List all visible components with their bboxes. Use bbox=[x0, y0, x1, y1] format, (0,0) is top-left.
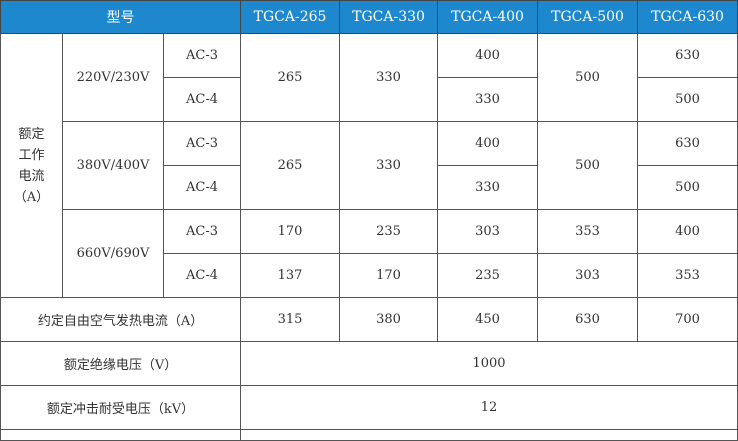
value-cell: 400 bbox=[437, 33, 539, 78]
table-row: 额定 工作 电流 （A） 220V/230V AC-3 265 330 400 500 630 bbox=[0, 33, 738, 298]
rated-current-label: 额定工作电流 （A） bbox=[0, 33, 63, 298]
insulation-voltage-value: 1000 bbox=[240, 341, 738, 386]
value-cell: 380 bbox=[339, 297, 439, 342]
table-row: 额定冲击耐受电压（kV） 12 bbox=[0, 385, 738, 430]
value-cell: 500 bbox=[637, 77, 738, 122]
table-row: 380V/400V AC-3 265 330 400 500 630 bbox=[1, 121, 738, 210]
table-row: AC-4 330 500 bbox=[1, 77, 738, 122]
value-cell: 330 bbox=[437, 77, 539, 122]
impulse-voltage-label: 额定冲击耐受电压（kV） bbox=[0, 385, 242, 430]
value-cell: 330 bbox=[437, 165, 539, 210]
value-cell: 235 bbox=[437, 253, 539, 298]
table-row: 约定自由空气发热电流（A） 315 380 450 630 700 bbox=[0, 297, 738, 342]
label-line: （A） bbox=[13, 189, 50, 205]
table-row: 660V/690V AC-3 170 235 303 353 400 bbox=[1, 209, 738, 298]
voltage-cell: 660V/690V bbox=[62, 209, 164, 298]
category-ac3: AC-3 bbox=[162, 121, 242, 166]
value-cell: 400 bbox=[637, 209, 738, 254]
table-row: AC-4 330 500 bbox=[1, 165, 738, 210]
value-cell: 265 bbox=[240, 121, 341, 210]
value-cell: 330 bbox=[339, 121, 439, 210]
category-ac3: AC-3 bbox=[162, 33, 242, 78]
model-col-header: TGCA-500 bbox=[537, 0, 639, 34]
empty-cell bbox=[0, 429, 242, 441]
empty-cell bbox=[240, 429, 738, 441]
label-line: 工作 bbox=[18, 147, 45, 163]
label-line: 额定 bbox=[18, 126, 45, 142]
value-cell: 630 bbox=[537, 297, 639, 342]
model-col-header: TGCA-265 bbox=[240, 0, 341, 34]
value-cell: 353 bbox=[637, 253, 738, 298]
value-cell: 353 bbox=[537, 209, 639, 254]
value-cell: 630 bbox=[637, 121, 738, 166]
table-row: AC-4 137 170 235 303 353 bbox=[1, 253, 738, 298]
value-cell: 500 bbox=[637, 165, 738, 210]
label-line: 电流 bbox=[18, 168, 45, 184]
model-col-header: TGCA-330 bbox=[339, 0, 439, 34]
value-cell: 400 bbox=[437, 121, 539, 166]
category-ac4: AC-4 bbox=[162, 77, 242, 122]
value-cell: 700 bbox=[637, 297, 738, 342]
value-cell: 450 bbox=[437, 297, 539, 342]
insulation-voltage-label: 额定绝缘电压（V） bbox=[0, 341, 242, 386]
voltage-cell: 220V/230V bbox=[62, 33, 164, 122]
value-cell: 500 bbox=[537, 33, 639, 122]
value-cell: 303 bbox=[437, 209, 539, 254]
value-cell: 235 bbox=[339, 209, 439, 254]
table-row: 额定绝缘电压（V） 1000 bbox=[0, 341, 738, 386]
value-cell: 137 bbox=[240, 253, 341, 298]
value-cell: 330 bbox=[339, 33, 439, 122]
impulse-voltage-value: 12 bbox=[240, 385, 738, 430]
value-cell: 500 bbox=[537, 121, 639, 210]
table-row bbox=[0, 429, 738, 441]
model-col-header: TGCA-400 bbox=[437, 0, 539, 34]
value-cell: 170 bbox=[240, 209, 341, 254]
category-ac4: AC-4 bbox=[162, 165, 242, 210]
category-ac4: AC-4 bbox=[162, 253, 242, 298]
value-cell: 303 bbox=[537, 253, 639, 298]
header-row: 型号 TGCA-265 TGCA-330 TGCA-400 TGCA-500 T… bbox=[0, 0, 738, 34]
value-cell: 630 bbox=[637, 33, 738, 78]
model-header: 型号 bbox=[0, 0, 242, 34]
model-col-header: TGCA-630 bbox=[637, 0, 738, 34]
value-cell: 315 bbox=[240, 297, 341, 342]
value-cell: 170 bbox=[339, 253, 439, 298]
value-cell: 265 bbox=[240, 33, 341, 122]
voltage-cell: 380V/400V bbox=[62, 121, 164, 210]
thermal-current-label: 约定自由空气发热电流（A） bbox=[0, 297, 242, 342]
category-ac3: AC-3 bbox=[162, 209, 242, 254]
